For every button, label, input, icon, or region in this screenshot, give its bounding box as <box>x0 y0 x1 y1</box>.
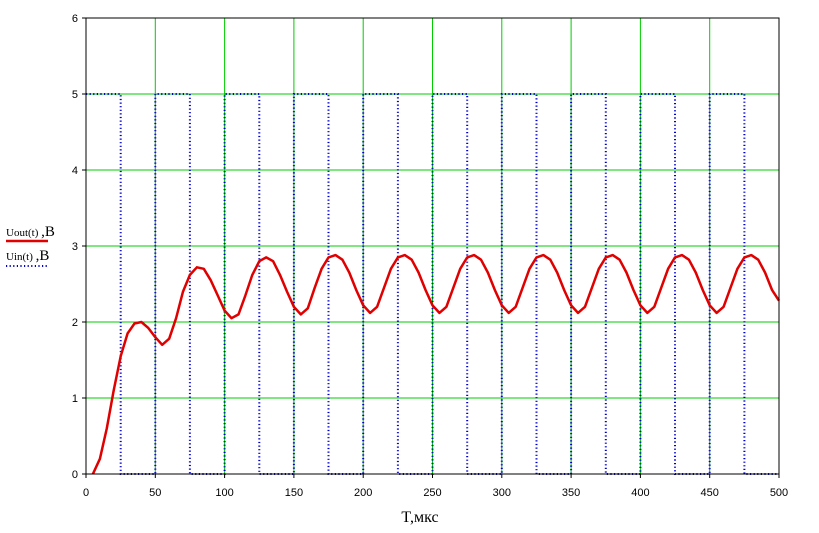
x-tick-label: 50 <box>149 487 161 499</box>
x-tick-label: 300 <box>493 487 511 499</box>
y-axis-ticks: 0 1 2 3 4 5 6 <box>72 13 86 481</box>
y-tick-label: 1 <box>72 393 78 405</box>
y-tick-label: 3 <box>72 241 78 253</box>
legend-unit-uout: ,B <box>41 224 55 240</box>
y-tick-label: 0 <box>72 469 78 481</box>
x-tick-label: 400 <box>631 487 649 499</box>
y-tick-label: 4 <box>72 165 78 177</box>
y-tick-label: 6 <box>72 13 78 25</box>
x-tick-label: 250 <box>423 487 441 499</box>
legend-entry-uout: Uout(t) ,B <box>6 224 55 241</box>
legend-label-uin: Uin(t) <box>6 251 33 263</box>
legend-unit-uin: ,B <box>35 248 50 264</box>
x-tick-label: 100 <box>215 487 233 499</box>
series-line-uout-t <box>91 253 781 475</box>
y-tick-label: 2 <box>72 317 78 329</box>
series-layer <box>86 93 781 475</box>
legend-entry-uin: Uin(t) ,B <box>6 248 49 265</box>
legend-label-uout: Uout(t) <box>6 227 39 239</box>
x-tick-label: 500 <box>770 487 788 499</box>
series-line-uin-t <box>86 93 779 475</box>
x-tick-label: 350 <box>562 487 580 499</box>
x-tick-label: 450 <box>701 487 719 499</box>
x-tick-label: 150 <box>285 487 303 499</box>
x-axis-ticks: 0 50 100 150 200 250 300 350 400 450 500 <box>83 474 788 499</box>
x-tick-label: 0 <box>83 487 89 499</box>
y-tick-label: 5 <box>72 89 78 101</box>
x-axis-label: T,мкс <box>401 509 438 526</box>
x-tick-label: 200 <box>354 487 372 499</box>
legend <box>6 239 48 267</box>
